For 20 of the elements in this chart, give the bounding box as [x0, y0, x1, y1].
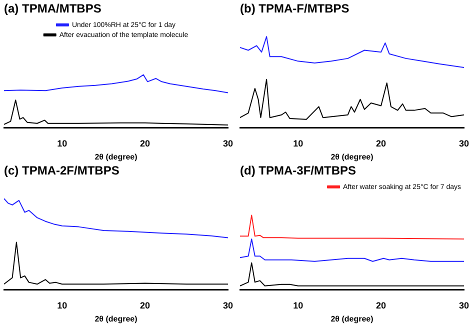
chart-title: (a) TPMA/MTBPS: [4, 2, 102, 16]
x-tick-label: 30: [458, 300, 469, 310]
chart-title: (b) TPMA-F/MTBPS: [240, 2, 350, 16]
chart-title: (c) TPMA-2F/MTBPS: [4, 164, 120, 178]
x-tick-label: 20: [140, 300, 150, 310]
x-tick-label: 30: [222, 300, 233, 310]
x-tick-label: 30: [458, 138, 469, 148]
x-tick-label: 30: [222, 138, 233, 148]
x-tick-label: 20: [140, 138, 150, 148]
x-tick-label: 10: [57, 300, 68, 310]
x-axis-title: 2θ (degree): [330, 152, 374, 162]
x-axis-title: 2θ (degree): [330, 314, 374, 324]
x-axis-title: 2θ (degree): [94, 314, 138, 324]
x-tick-label: 10: [293, 300, 304, 310]
x-axis-title: 2θ (degree): [94, 152, 138, 162]
x-tick-label: 10: [293, 138, 304, 148]
x-tick-label: 20: [376, 300, 386, 310]
x-tick-label: 20: [376, 138, 386, 148]
chart-title: (d) TPMA-3F/MTBPS: [240, 164, 356, 178]
x-tick-label: 10: [57, 138, 68, 148]
